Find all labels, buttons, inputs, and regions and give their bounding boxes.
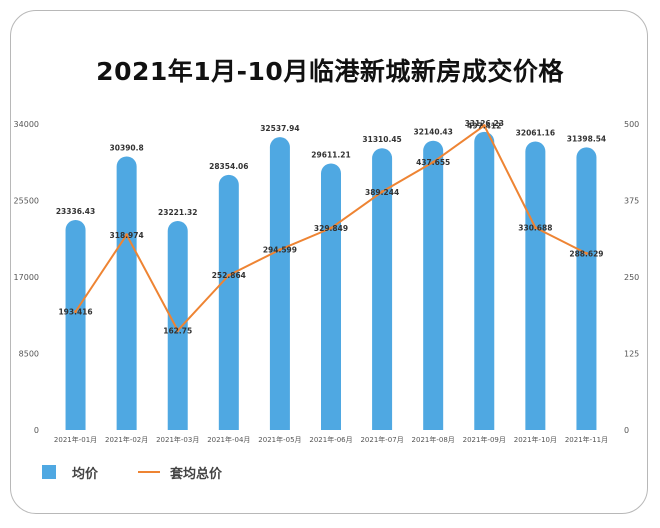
legend-line-label: 套均总价 (170, 466, 223, 482)
x-tick-label: 2021年-11月 (565, 435, 608, 444)
x-tick-label: 2021年-03月 (156, 435, 199, 444)
x-tick-label: 2021年-01月 (54, 435, 97, 444)
bar[interactable] (321, 163, 342, 430)
bar-data-labels: 23336.43 30390.8 23221.32 28354.06 32537.94 2… (56, 119, 606, 217)
legend-bar-label: 均价 (72, 466, 99, 482)
line-data-label: 497.412 (467, 122, 501, 131)
bar[interactable] (525, 141, 546, 430)
line-point[interactable] (125, 233, 129, 237)
legend: 均价 套均总价 (42, 462, 262, 482)
line-point[interactable] (278, 248, 282, 252)
bar-data-label: 28354.06 (209, 162, 248, 171)
x-tick-label: 2021年-05月 (258, 435, 301, 444)
legend-bar-swatch (42, 465, 56, 479)
y-left-tick-label: 17000 (14, 273, 39, 282)
x-tick-label: 2021年-02月 (105, 435, 148, 444)
bar-data-label: 30390.8 (110, 143, 144, 152)
line-data-label: 437.655 (416, 158, 450, 167)
bar[interactable] (116, 156, 137, 430)
legend-item-line[interactable]: 套均总价 (138, 463, 222, 482)
line-data-label: 389.244 (365, 188, 399, 197)
line-data-label: 329.849 (314, 224, 348, 233)
y-left-tick-label: 8500 (19, 350, 39, 359)
line-point[interactable] (533, 226, 537, 230)
line-data-label: 252.864 (212, 271, 246, 280)
x-tick-label: 2021年-04月 (207, 435, 250, 444)
bar[interactable] (218, 174, 239, 430)
x-tick-label: 2021年-08月 (412, 435, 455, 444)
y-right-tick-label: 500 (624, 120, 639, 129)
line-data-label: 330.688 (518, 224, 552, 233)
bar[interactable] (167, 221, 188, 430)
axes: 0 8500 17000 25500 34000 0 125 250 375 500 (14, 120, 640, 435)
x-tick-labels: 2021年-01月 2021年-02月 2021年-03月 2021年-04月 2021… (54, 435, 608, 444)
y-left-tick-label: 0 (34, 426, 39, 435)
bar[interactable] (65, 219, 86, 430)
bar-data-label: 31398.54 (567, 134, 606, 143)
line-data-label: 318.974 (110, 231, 144, 240)
bar-series-avg-price (65, 131, 597, 431)
chart-title: 2021年1月-10月临港新城新房成交价格 (96, 57, 564, 86)
bar-data-label: 31310.45 (362, 135, 401, 144)
legend-line-swatch (138, 471, 161, 473)
y-right-tick-label: 125 (624, 350, 639, 359)
y-right-tick-label: 0 (624, 426, 629, 435)
bar[interactable] (372, 148, 393, 431)
x-tick-label: 2021年-07月 (360, 435, 403, 444)
line-point[interactable] (74, 310, 78, 314)
bar[interactable] (269, 137, 290, 430)
bar[interactable] (474, 131, 495, 430)
legend-item-bar[interactable]: 均价 (42, 463, 98, 482)
line-data-label: 193.416 (58, 308, 92, 317)
line-data-labels: 193.416 318.974 162.75 252.864 294.599 329.84… (58, 122, 603, 336)
line-point[interactable] (431, 160, 435, 164)
x-tick-label: 2021年-09月 (463, 435, 506, 444)
bar-data-label: 32140.43 (413, 128, 452, 137)
y-left-tick-label: 34000 (14, 120, 39, 129)
line-point[interactable] (329, 226, 333, 230)
bar-data-label: 32061.16 (516, 128, 555, 137)
line-series-avg-total (74, 124, 588, 332)
line-data-label: 288.629 (569, 249, 603, 258)
line-point[interactable] (482, 124, 486, 128)
line-point[interactable] (380, 190, 384, 194)
bar[interactable] (576, 147, 597, 430)
y-right-tick-label: 375 (624, 197, 639, 206)
line-point[interactable] (176, 328, 180, 332)
line-data-label: 294.599 (263, 246, 297, 255)
bar[interactable] (423, 140, 444, 430)
line-data-label: 162.75 (163, 326, 192, 335)
bar-data-label: 23336.43 (56, 207, 95, 216)
x-tick-label: 2021年-10月 (514, 435, 557, 444)
x-tick-label: 2021年-06月 (309, 435, 352, 444)
bar-data-label: 29611.21 (311, 150, 350, 159)
y-right-tick-label: 250 (624, 273, 639, 282)
line-point[interactable] (227, 273, 231, 277)
bar-data-label: 32537.94 (260, 124, 299, 133)
bar-data-label: 23221.32 (158, 208, 197, 217)
y-left-tick-label: 25500 (14, 197, 39, 206)
bar-data-label: 33126.23 (465, 119, 504, 128)
line-point[interactable] (584, 251, 588, 255)
